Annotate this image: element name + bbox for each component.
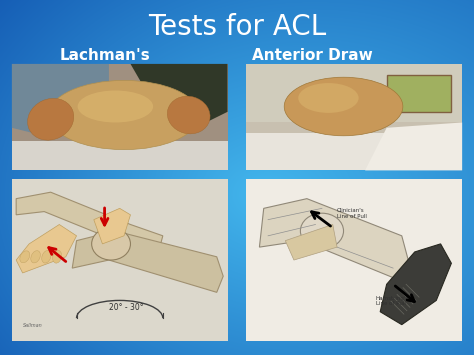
Bar	[12, 141, 228, 170]
Text: Sallman: Sallman	[23, 323, 42, 328]
Bar	[246, 133, 462, 170]
Ellipse shape	[42, 251, 51, 263]
Polygon shape	[16, 224, 76, 273]
Bar	[12, 179, 228, 341]
Ellipse shape	[53, 251, 62, 263]
Polygon shape	[380, 244, 451, 324]
Polygon shape	[72, 231, 223, 293]
Ellipse shape	[167, 96, 210, 134]
Bar	[387, 75, 451, 112]
Text: Tests for ACL: Tests for ACL	[148, 13, 326, 41]
Text: Hamstring's
Line of Pull: Hamstring's Line of Pull	[376, 296, 409, 306]
Ellipse shape	[78, 91, 153, 122]
Ellipse shape	[27, 98, 74, 140]
Bar	[246, 179, 462, 341]
Ellipse shape	[91, 228, 130, 260]
Ellipse shape	[20, 251, 30, 263]
Polygon shape	[259, 199, 408, 279]
Polygon shape	[12, 64, 109, 138]
Polygon shape	[130, 64, 228, 138]
Bar	[246, 64, 462, 122]
Bar	[246, 64, 462, 170]
Bar	[12, 64, 228, 170]
Ellipse shape	[48, 81, 200, 150]
Ellipse shape	[301, 213, 344, 249]
Text: Anterior Draw: Anterior Draw	[252, 48, 373, 62]
Text: Clinician's
Line of Pull: Clinician's Line of Pull	[337, 208, 367, 219]
Polygon shape	[16, 192, 163, 252]
Text: 20° - 30°: 20° - 30°	[109, 303, 144, 312]
Polygon shape	[365, 122, 462, 170]
Polygon shape	[94, 208, 130, 244]
Text: Lachman's: Lachman's	[60, 48, 151, 62]
Ellipse shape	[31, 251, 40, 263]
Ellipse shape	[284, 77, 403, 136]
Ellipse shape	[298, 83, 359, 113]
Polygon shape	[285, 224, 337, 260]
